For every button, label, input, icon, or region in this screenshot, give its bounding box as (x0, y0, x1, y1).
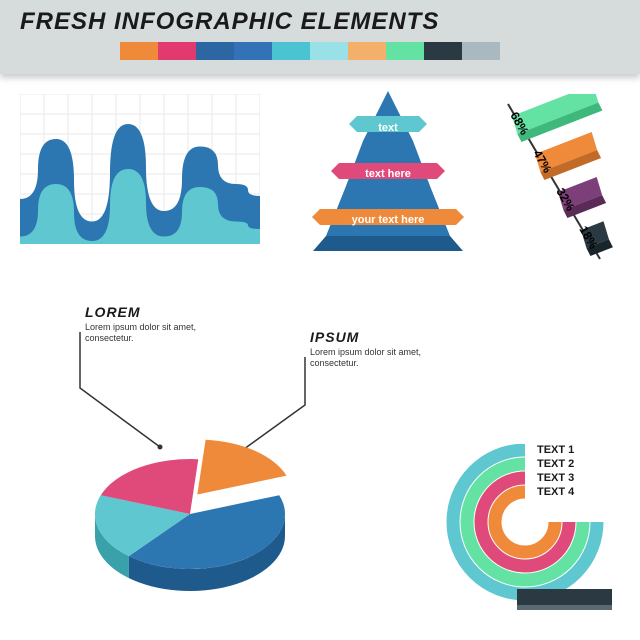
swatch (272, 42, 310, 60)
swatch (386, 42, 424, 60)
swatch (310, 42, 348, 60)
arc-label: TEXT 3 (537, 472, 574, 484)
pyramid-label-3: your text here (298, 214, 478, 226)
arc-label: TEXT 1 (537, 444, 574, 456)
swatch (196, 42, 234, 60)
page-title: FRESH INFOGRAPHIC ELEMENTS (20, 8, 620, 36)
header: FRESH INFOGRAPHIC ELEMENTS (0, 0, 640, 74)
swatch (462, 42, 500, 60)
pie-chart (60, 434, 320, 614)
palette-row (120, 42, 620, 60)
arc-label: TEXT 4 (537, 486, 574, 498)
area-chart (20, 94, 260, 244)
swatch (234, 42, 272, 60)
swatch (424, 42, 462, 60)
swatch (158, 42, 196, 60)
pyramid-chart: text text here your text here (298, 86, 478, 256)
callout-ipsum-title: IPSUM (310, 329, 440, 345)
content-area: text text here your text here 68%47%32%1… (0, 74, 640, 634)
swatch (120, 42, 158, 60)
arc-chart: TEXT 1 TEXT 2 TEXT 3 TEXT 4 (415, 444, 625, 624)
arc-label: TEXT 2 (537, 458, 574, 470)
callout-lorem-title: LOREM (85, 304, 215, 320)
bars-3d: 68%47%32%18% (490, 94, 630, 274)
swatch (348, 42, 386, 60)
pyramid-label-1: text (298, 122, 478, 134)
pyramid-label-2: text here (298, 168, 478, 180)
